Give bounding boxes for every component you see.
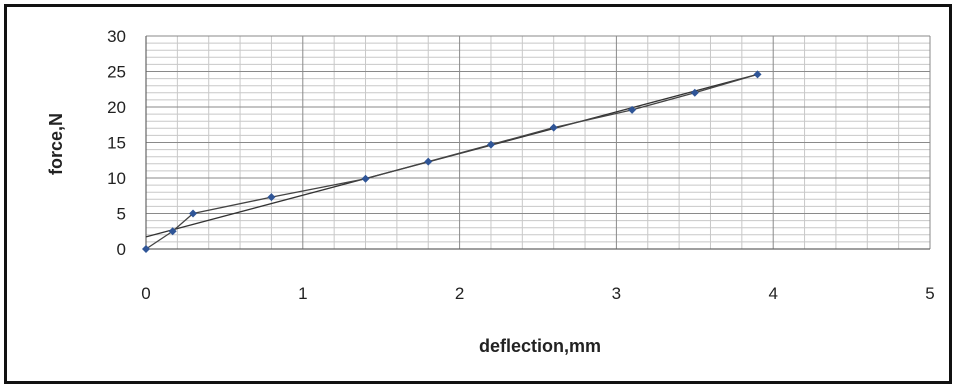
y-tick-label: 10: [107, 169, 126, 188]
y-tick-labels: 0 5 10 15 20 25 30: [107, 27, 126, 259]
y-tick-label: 30: [107, 27, 126, 46]
data-point: [424, 158, 432, 166]
y-tick-label: 15: [107, 134, 126, 153]
y-tick-label: 20: [107, 98, 126, 117]
y-axis-title: force,N: [46, 113, 66, 175]
x-tick-label: 2: [455, 284, 464, 303]
x-tick-label: 4: [768, 284, 777, 303]
data-point: [142, 245, 150, 253]
y-tick-label: 0: [117, 240, 126, 259]
y-tick-label: 25: [107, 63, 126, 82]
series-line: [146, 74, 758, 249]
data-point: [362, 175, 370, 183]
data-point: [267, 193, 275, 201]
x-tick-label: 3: [612, 284, 621, 303]
x-tick-labels: 0 1 2 3 4 5: [141, 284, 934, 303]
x-tick-label: 1: [298, 284, 307, 303]
x-tick-label: 5: [925, 284, 934, 303]
data-point: [487, 141, 495, 149]
major-gridlines: [146, 36, 930, 249]
x-axis-title: deflection,mm: [479, 336, 601, 356]
x-tick-label: 0: [141, 284, 150, 303]
y-tick-label: 5: [117, 205, 126, 224]
data-layer: [142, 70, 762, 253]
data-point: [550, 124, 558, 132]
